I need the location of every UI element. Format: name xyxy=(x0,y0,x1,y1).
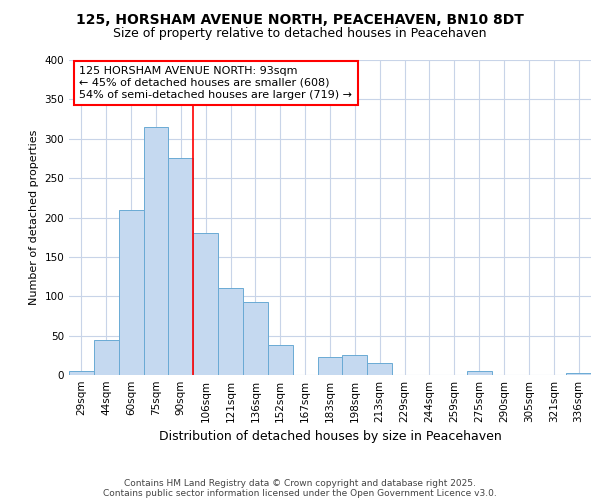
Bar xyxy=(119,210,143,375)
Bar xyxy=(317,357,343,375)
Text: Contains public sector information licensed under the Open Government Licence v3: Contains public sector information licen… xyxy=(103,488,497,498)
Text: 125 HORSHAM AVENUE NORTH: 93sqm
← 45% of detached houses are smaller (608)
54% o: 125 HORSHAM AVENUE NORTH: 93sqm ← 45% of… xyxy=(79,66,352,100)
Bar xyxy=(243,302,268,375)
Bar xyxy=(69,371,94,375)
Bar xyxy=(143,127,169,375)
Bar xyxy=(169,158,193,375)
Y-axis label: Number of detached properties: Number of detached properties xyxy=(29,130,39,305)
Text: 125, HORSHAM AVENUE NORTH, PEACEHAVEN, BN10 8DT: 125, HORSHAM AVENUE NORTH, PEACEHAVEN, B… xyxy=(76,12,524,26)
Bar xyxy=(268,345,293,375)
Text: Size of property relative to detached houses in Peacehaven: Size of property relative to detached ho… xyxy=(113,28,487,40)
Bar xyxy=(193,233,218,375)
Bar xyxy=(94,340,119,375)
X-axis label: Distribution of detached houses by size in Peacehaven: Distribution of detached houses by size … xyxy=(158,430,502,444)
Bar xyxy=(566,372,591,375)
Bar xyxy=(218,288,243,375)
Text: Contains HM Land Registry data © Crown copyright and database right 2025.: Contains HM Land Registry data © Crown c… xyxy=(124,478,476,488)
Bar xyxy=(367,363,392,375)
Bar xyxy=(467,371,491,375)
Bar xyxy=(343,356,367,375)
